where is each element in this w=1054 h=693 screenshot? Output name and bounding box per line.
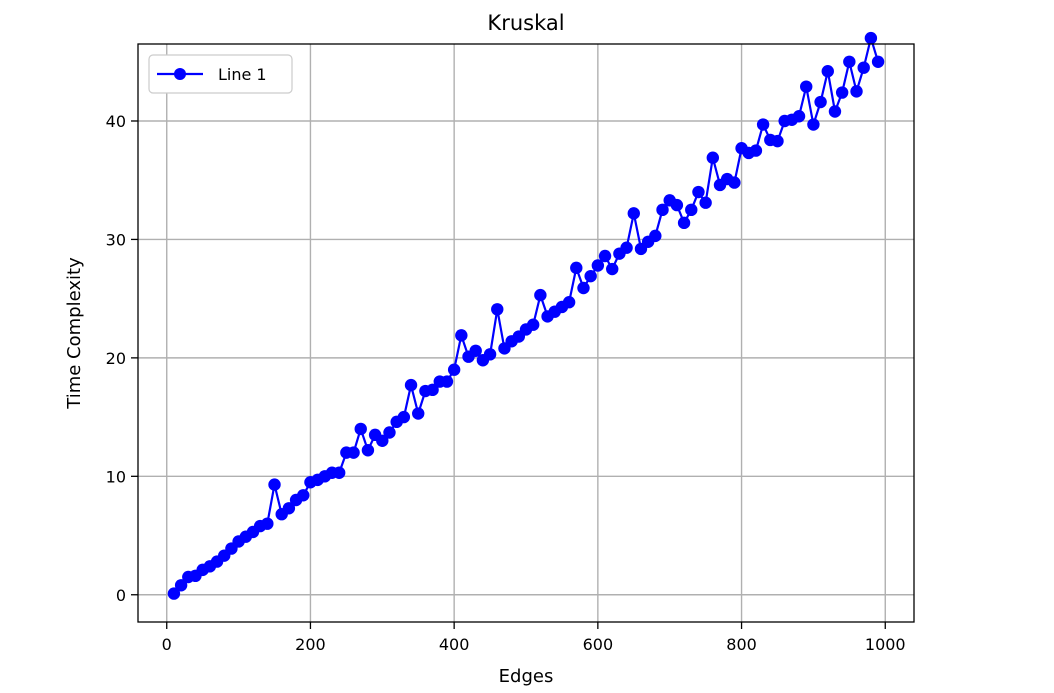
data-point (606, 262, 619, 276)
legend-entry-label: Line 1 (218, 65, 267, 84)
data-point (807, 118, 820, 131)
data-point (332, 466, 346, 479)
y-tick-label: 0 (116, 586, 126, 605)
data-point (469, 344, 482, 357)
x-tick-label: 0 (162, 635, 172, 654)
data-point (483, 348, 497, 361)
data-point (591, 259, 605, 272)
data-point (174, 579, 188, 592)
y-tick-label: 30 (106, 230, 126, 249)
data-point (361, 444, 375, 457)
data-point (656, 203, 669, 217)
data-point (756, 118, 770, 131)
data-point (584, 269, 597, 283)
data-point (455, 329, 468, 342)
data-point (821, 65, 834, 78)
data-point (685, 203, 698, 217)
data-point (864, 31, 878, 45)
data-point (282, 502, 296, 515)
data-point (570, 261, 583, 275)
data-point (347, 446, 360, 459)
data-point (167, 587, 181, 600)
data-point (828, 105, 842, 118)
data-point (706, 151, 720, 164)
x-tick-label: 1000 (865, 635, 906, 654)
data-point (526, 318, 540, 331)
data-point (670, 198, 684, 212)
data-point (677, 216, 691, 230)
data-point (577, 281, 590, 295)
data-point (699, 196, 712, 209)
y-axis-label: Time Complexity (64, 257, 85, 410)
data-point (268, 478, 281, 491)
data-point (440, 375, 454, 388)
y-tick-label: 20 (106, 349, 126, 368)
data-point (297, 489, 310, 502)
x-axis-label: Edges (499, 666, 554, 687)
data-point (749, 144, 763, 157)
data-point (598, 249, 612, 263)
data-point (728, 176, 741, 189)
data-point (771, 134, 784, 148)
data-point (261, 517, 274, 530)
data-point (871, 55, 885, 68)
data-point (354, 422, 367, 436)
data-point (835, 86, 849, 99)
series-layer (167, 31, 885, 600)
legend-box (148, 54, 293, 94)
data-point (383, 426, 396, 439)
x-tick-label: 400 (439, 635, 470, 654)
axis-ticks: 0 200 400 600 800 1000 0 10 20 30 40 (106, 112, 906, 654)
legend: Line 1 (148, 54, 293, 94)
data-point (376, 434, 389, 447)
data-point (627, 207, 640, 220)
data-point (857, 61, 870, 74)
legend-marker-swatch (174, 68, 186, 80)
x-tick-label: 800 (726, 635, 757, 654)
data-point (447, 363, 461, 376)
data-point (843, 55, 856, 68)
plot-frame (137, 43, 915, 623)
data-point (620, 241, 633, 254)
data-point (800, 80, 813, 93)
data-point (850, 85, 863, 98)
data-point (649, 229, 662, 243)
data-point (397, 410, 411, 424)
data-point (562, 296, 576, 309)
chart-title: Kruskal (487, 11, 564, 35)
data-point (491, 303, 504, 316)
y-tick-label: 10 (106, 467, 126, 486)
data-point (534, 288, 547, 302)
data-point (426, 383, 439, 397)
data-point (792, 110, 806, 123)
y-tick-label: 40 (106, 112, 126, 131)
data-point (404, 378, 418, 392)
data-point (412, 407, 425, 420)
data-point (814, 95, 827, 109)
x-tick-label: 200 (295, 635, 326, 654)
x-tick-label: 600 (583, 635, 614, 654)
data-point (692, 185, 705, 199)
